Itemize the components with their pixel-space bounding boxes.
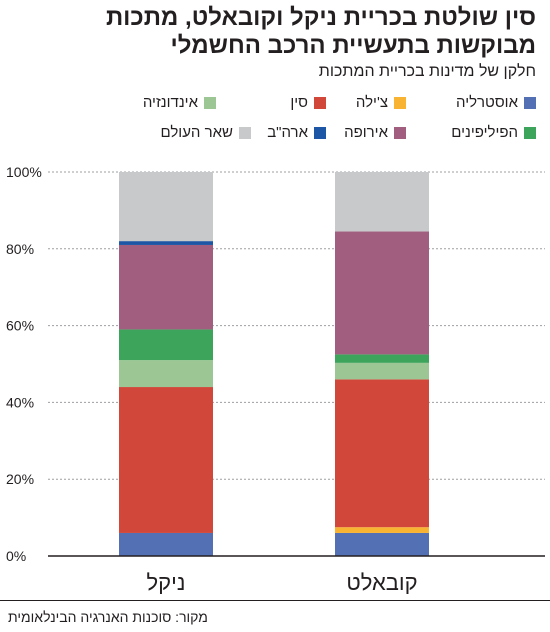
legend-swatch xyxy=(239,127,251,139)
y-tick-label: 100% xyxy=(6,164,42,180)
bar-segment xyxy=(335,354,429,363)
legend-item: סין xyxy=(290,94,326,112)
bar-segment xyxy=(335,231,429,355)
y-tick-label: 20% xyxy=(6,471,34,487)
legend-label: צ'ילה xyxy=(355,94,388,111)
bar-segment xyxy=(335,527,429,533)
legend-item: אוסטרליה xyxy=(456,94,536,112)
legend-label: אירופה xyxy=(344,124,388,141)
legend-swatch xyxy=(524,97,536,109)
legend-label: שאר העולם xyxy=(160,124,233,141)
bar-segment xyxy=(335,362,429,380)
legend-swatch xyxy=(314,127,326,139)
legend-label: אינדונזיה xyxy=(142,94,198,111)
bar-segment xyxy=(119,241,213,245)
legend-item: שאר העולם xyxy=(160,124,251,142)
legend-item: אירופה xyxy=(344,124,406,142)
chart-title: סין שולטת בכריית ניקל וקובאלט, מתכות מבו… xyxy=(105,4,536,59)
chart-subtitle: חלקן של מדינות בכריית המתכות xyxy=(318,63,536,80)
footer-divider xyxy=(0,600,550,601)
bar-segment xyxy=(119,329,213,361)
legend-item: צ'ילה xyxy=(356,94,406,112)
bar-segment xyxy=(335,379,429,528)
bar-segment xyxy=(335,172,429,232)
bar-segment xyxy=(119,360,213,388)
legend-item: ארה"ב xyxy=(267,124,326,142)
bar-segment xyxy=(119,172,213,242)
legend-item: הפיליפינים xyxy=(451,124,536,142)
y-tick-label: 0% xyxy=(6,548,26,564)
x-category-label: ניקל xyxy=(147,570,186,595)
stacked-bar-chart: 0% 20% 40% 60% 80% 100% ניקל קובאלט xyxy=(6,164,545,595)
legend-label: ארה"ב xyxy=(267,124,308,141)
bar-segment xyxy=(119,387,213,533)
legend-swatch xyxy=(394,127,406,139)
y-tick-label: 60% xyxy=(6,318,34,334)
legend-swatch xyxy=(524,127,536,139)
legend-swatch xyxy=(394,97,406,109)
legend-swatch xyxy=(314,97,326,109)
y-tick-label: 40% xyxy=(6,394,34,410)
bar-segment xyxy=(119,244,213,330)
legend-swatch xyxy=(204,97,216,109)
legend-item: אינדונזיה xyxy=(143,94,216,112)
bar-segment xyxy=(335,532,429,556)
legend-label: סין xyxy=(290,94,308,111)
source-note: מקור: סוכנות האנרגיה הבינלאומית xyxy=(8,609,208,625)
legend-label: אוסטרליה xyxy=(455,94,518,111)
legend-label: הפיליפינים xyxy=(451,124,518,141)
y-tick-label: 80% xyxy=(6,241,34,257)
x-category-label: קובאלט xyxy=(346,570,417,595)
bar-segment xyxy=(119,532,213,556)
